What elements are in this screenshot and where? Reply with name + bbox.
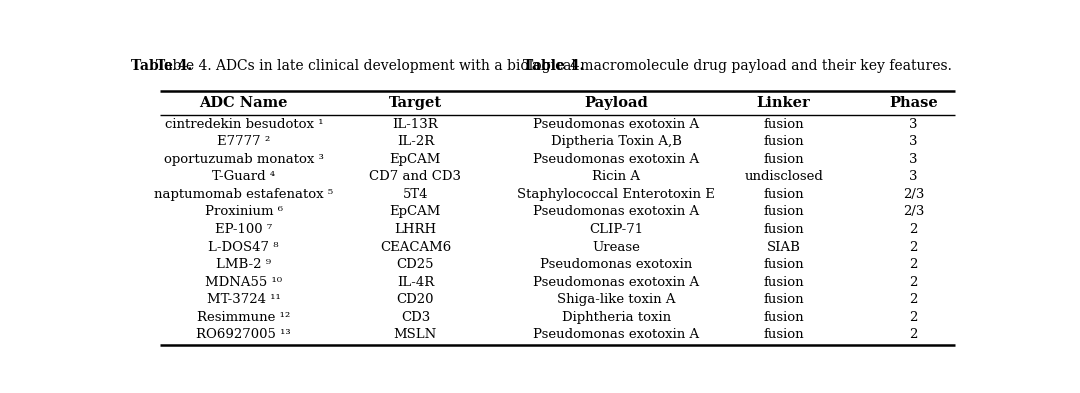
Text: fusion: fusion — [764, 329, 804, 342]
Text: oportuzumab monatox ³: oportuzumab monatox ³ — [164, 153, 324, 166]
Text: Phase: Phase — [889, 96, 937, 110]
Text: EpCAM: EpCAM — [390, 206, 441, 219]
Text: CD3: CD3 — [401, 311, 430, 324]
Text: Resimmune ¹²: Resimmune ¹² — [198, 311, 291, 324]
Text: Pseudomonas exotoxin A: Pseudomonas exotoxin A — [534, 153, 700, 166]
Text: EpCAM: EpCAM — [390, 153, 441, 166]
Text: Staphylococcal Enterotoxin E: Staphylococcal Enterotoxin E — [517, 188, 715, 201]
Text: undisclosed: undisclosed — [744, 170, 823, 183]
Text: 2: 2 — [909, 258, 918, 271]
Text: MT-3724 ¹¹: MT-3724 ¹¹ — [207, 293, 281, 306]
Text: MDNA55 ¹⁰: MDNA55 ¹⁰ — [205, 276, 282, 289]
Text: fusion: fusion — [764, 206, 804, 219]
Text: 2: 2 — [909, 276, 918, 289]
Text: Pseudomonas exotoxin A: Pseudomonas exotoxin A — [534, 329, 700, 342]
Text: Shiga-like toxin A: Shiga-like toxin A — [557, 293, 675, 306]
Text: IL-4R: IL-4R — [396, 276, 434, 289]
Text: fusion: fusion — [764, 135, 804, 148]
Text: fusion: fusion — [764, 293, 804, 306]
Text: 3: 3 — [909, 153, 918, 166]
Text: 3: 3 — [909, 118, 918, 130]
Text: CEACAM6: CEACAM6 — [380, 241, 451, 253]
Text: 3: 3 — [909, 135, 918, 148]
Text: CD20: CD20 — [396, 293, 434, 306]
Text: fusion: fusion — [764, 153, 804, 166]
Text: 2: 2 — [909, 329, 918, 342]
Text: T-Guard ⁴: T-Guard ⁴ — [213, 170, 275, 183]
Text: 2: 2 — [909, 241, 918, 253]
Text: IL-2R: IL-2R — [396, 135, 434, 148]
Text: MSLN: MSLN — [394, 329, 437, 342]
Text: Table 4. ADCs in late clinical development with a biological macromolecule drug : Table 4. ADCs in late clinical developme… — [156, 59, 951, 73]
Text: Pseudomonas exotoxin A: Pseudomonas exotoxin A — [534, 276, 700, 289]
Text: 5T4: 5T4 — [403, 188, 428, 201]
Text: cintredekin besudotox ¹: cintredekin besudotox ¹ — [164, 118, 323, 130]
Text: fusion: fusion — [764, 276, 804, 289]
Text: CD7 and CD3: CD7 and CD3 — [369, 170, 461, 183]
Text: SIAB: SIAB — [767, 241, 800, 253]
Text: Diptheria Toxin A,B: Diptheria Toxin A,B — [551, 135, 681, 148]
Text: IL-13R: IL-13R — [392, 118, 438, 130]
Text: LHRH: LHRH — [394, 223, 436, 236]
Text: Target: Target — [389, 96, 442, 110]
Text: LMB-2 ⁹: LMB-2 ⁹ — [216, 258, 271, 271]
Text: L-DOS47 ⁸: L-DOS47 ⁸ — [208, 241, 279, 253]
Text: E7777 ²: E7777 ² — [217, 135, 270, 148]
Text: Proxinium ⁶: Proxinium ⁶ — [205, 206, 283, 219]
Text: fusion: fusion — [764, 118, 804, 130]
Text: 2/3: 2/3 — [903, 206, 924, 219]
Text: Payload: Payload — [584, 96, 648, 110]
Text: fusion: fusion — [764, 258, 804, 271]
Text: naptumomab estafenatox ⁵: naptumomab estafenatox ⁵ — [154, 188, 334, 201]
Text: 2: 2 — [909, 223, 918, 236]
Text: Pseudomonas exotoxin A: Pseudomonas exotoxin A — [534, 118, 700, 130]
Text: Urease: Urease — [592, 241, 640, 253]
Text: ADC Name: ADC Name — [200, 96, 288, 110]
Text: EP-100 ⁷: EP-100 ⁷ — [215, 223, 272, 236]
Text: Table 4.: Table 4. — [131, 59, 192, 73]
Text: fusion: fusion — [764, 311, 804, 324]
Text: CD25: CD25 — [396, 258, 434, 271]
Text: fusion: fusion — [764, 188, 804, 201]
Text: Linker: Linker — [757, 96, 811, 110]
Text: 2: 2 — [909, 311, 918, 324]
Text: fusion: fusion — [764, 223, 804, 236]
Text: Pseudomonas exotoxin A: Pseudomonas exotoxin A — [534, 206, 700, 219]
Text: CLIP-71: CLIP-71 — [590, 223, 644, 236]
Text: Pseudomonas exotoxin: Pseudomonas exotoxin — [540, 258, 692, 271]
Text: 3: 3 — [909, 170, 918, 183]
Text: Diphtheria toxin: Diphtheria toxin — [562, 311, 671, 324]
Text: RO6927005 ¹³: RO6927005 ¹³ — [197, 329, 292, 342]
Text: 2/3: 2/3 — [903, 188, 924, 201]
Text: Table 4.: Table 4. — [523, 59, 584, 73]
Text: Ricin A: Ricin A — [592, 170, 640, 183]
Text: 2: 2 — [909, 293, 918, 306]
